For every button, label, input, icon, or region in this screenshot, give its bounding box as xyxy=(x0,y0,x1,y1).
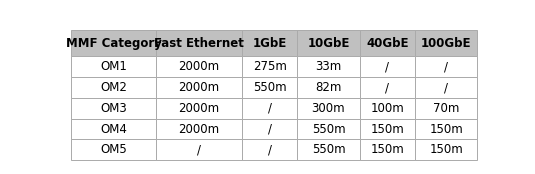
Text: 10GbE: 10GbE xyxy=(307,37,350,50)
Bar xyxy=(360,139,415,160)
Text: 550m: 550m xyxy=(311,143,345,156)
Bar xyxy=(297,77,360,98)
Bar xyxy=(360,98,415,119)
Bar xyxy=(415,77,477,98)
Bar xyxy=(415,139,477,160)
Text: OM3: OM3 xyxy=(101,102,127,115)
Text: /: / xyxy=(444,60,448,73)
Text: 100GbE: 100GbE xyxy=(421,37,471,50)
Bar xyxy=(297,30,360,56)
Text: /: / xyxy=(268,102,272,115)
Text: Fast Ethernet: Fast Ethernet xyxy=(154,37,244,50)
Text: 40GbE: 40GbE xyxy=(366,37,409,50)
Text: 300m: 300m xyxy=(311,102,345,115)
Text: 150m: 150m xyxy=(370,143,404,156)
Bar xyxy=(242,139,297,160)
Text: OM4: OM4 xyxy=(100,122,127,136)
Bar xyxy=(360,30,415,56)
Bar xyxy=(360,77,415,98)
Text: 150m: 150m xyxy=(429,122,463,136)
Text: OM1: OM1 xyxy=(100,60,127,73)
Text: 275m: 275m xyxy=(253,60,287,73)
Text: 150m: 150m xyxy=(370,122,404,136)
Text: /: / xyxy=(268,143,272,156)
Text: OM2: OM2 xyxy=(100,81,127,94)
Text: /: / xyxy=(444,81,448,94)
Bar xyxy=(242,56,297,77)
Text: OM5: OM5 xyxy=(101,143,127,156)
Bar xyxy=(360,119,415,139)
Text: 2000m: 2000m xyxy=(179,60,220,73)
Bar xyxy=(71,139,156,160)
Text: 100m: 100m xyxy=(370,102,404,115)
Bar xyxy=(71,98,156,119)
Bar xyxy=(297,56,360,77)
Text: 82m: 82m xyxy=(315,81,342,94)
Text: /: / xyxy=(385,81,389,94)
Text: 33m: 33m xyxy=(315,60,341,73)
Bar xyxy=(242,98,297,119)
Bar xyxy=(156,77,242,98)
Bar xyxy=(415,56,477,77)
Bar xyxy=(242,119,297,139)
Bar xyxy=(71,30,156,56)
Bar xyxy=(297,139,360,160)
Bar xyxy=(297,98,360,119)
Bar xyxy=(156,56,242,77)
Bar xyxy=(156,30,242,56)
Text: 550m: 550m xyxy=(311,122,345,136)
Bar xyxy=(415,119,477,139)
Bar xyxy=(242,77,297,98)
Bar xyxy=(71,56,156,77)
Text: 2000m: 2000m xyxy=(179,122,220,136)
Text: /: / xyxy=(197,143,201,156)
Text: MMF Category: MMF Category xyxy=(66,37,162,50)
Bar xyxy=(242,30,297,56)
Bar xyxy=(156,119,242,139)
Text: 550m: 550m xyxy=(253,81,286,94)
Text: 150m: 150m xyxy=(429,143,463,156)
Text: /: / xyxy=(268,122,272,136)
Text: 1GbE: 1GbE xyxy=(253,37,287,50)
Bar xyxy=(415,98,477,119)
Bar xyxy=(415,30,477,56)
Bar xyxy=(71,119,156,139)
Text: 70m: 70m xyxy=(433,102,460,115)
Text: /: / xyxy=(385,60,389,73)
Bar xyxy=(156,139,242,160)
Bar xyxy=(360,56,415,77)
Bar xyxy=(71,77,156,98)
Text: 2000m: 2000m xyxy=(179,102,220,115)
Text: 2000m: 2000m xyxy=(179,81,220,94)
Bar xyxy=(156,98,242,119)
Bar xyxy=(297,119,360,139)
